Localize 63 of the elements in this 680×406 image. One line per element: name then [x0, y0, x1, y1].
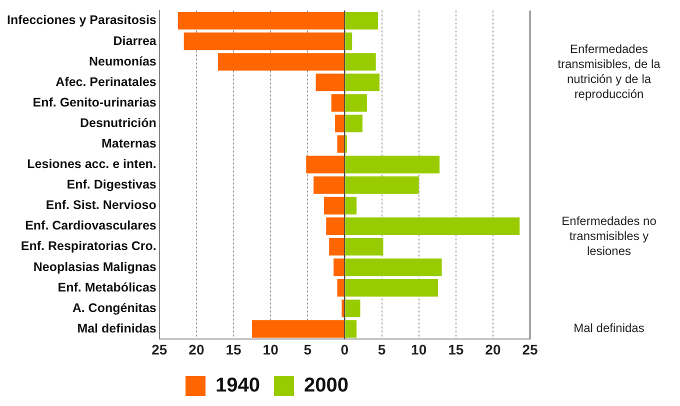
bar — [345, 94, 367, 112]
bar — [329, 238, 344, 256]
text: Mal definidas — [574, 321, 644, 336]
x-tick-label: 25 — [152, 341, 168, 358]
bar — [345, 74, 380, 92]
bar — [345, 12, 378, 30]
bar — [345, 53, 376, 71]
x-tick-label: 5 — [378, 341, 386, 358]
bar — [326, 217, 344, 235]
legend-label: 1940 — [216, 374, 260, 397]
y-tick-label: Enf. Digestivas — [66, 178, 156, 192]
bar — [184, 32, 344, 50]
bar — [306, 156, 344, 174]
bar — [314, 176, 344, 194]
y-tick-label: Lesiones acc. e inten. — [27, 157, 156, 172]
y-tick-label: Desnutrición — [80, 116, 156, 130]
bar — [345, 32, 352, 50]
bar — [345, 156, 440, 174]
y-tick-label: Afec. Perinatales — [56, 74, 156, 89]
bar — [335, 114, 344, 132]
bar — [345, 114, 362, 132]
y-tick-label: Enf. Respiratorias Cro. — [20, 239, 156, 254]
x-tick-label: 15 — [448, 341, 464, 358]
bar — [337, 135, 344, 153]
x-tick-label: 20 — [188, 341, 204, 358]
bar — [337, 279, 344, 297]
bar — [334, 258, 344, 276]
x-tick-label: 10 — [262, 341, 279, 358]
bar — [345, 320, 357, 338]
y-tick-label: Neumonías — [88, 54, 156, 68]
x-tick-label: 20 — [485, 341, 501, 358]
y-tick-label: Enf. Cardiovasculares — [25, 218, 156, 233]
x-tick-label: 25 — [522, 341, 538, 358]
bar — [218, 53, 344, 71]
y-tick-label: Diarrea — [113, 34, 158, 48]
x-tick-label: 5 — [304, 341, 312, 358]
legend-label: 2000 — [304, 374, 348, 397]
bar — [178, 12, 344, 30]
y-tick-label: Neoplasias Malignas — [33, 260, 156, 274]
bar — [345, 300, 360, 318]
bar — [331, 94, 344, 112]
x-tick-label: 15 — [226, 341, 242, 358]
y-tick-label: Maternas — [101, 136, 156, 150]
x-tick-label: 10 — [411, 341, 427, 358]
bar — [342, 300, 344, 318]
y-tick-label: Enf. Genito-urinarias — [32, 95, 156, 110]
x-tick-label: 0 — [340, 341, 349, 358]
text: Enfermedades transmisibles, de la nutrición y de la reproducción — [558, 42, 661, 101]
text: Enfermedades no transmisibles y lesiones — [562, 214, 657, 258]
bar — [316, 74, 344, 92]
bar — [345, 217, 520, 235]
y-tick-label: Mal definidas — [77, 321, 156, 336]
y-tick-label: A. Congénitas — [72, 300, 156, 315]
bar — [345, 279, 438, 297]
y-tick-label: Enf. Metabólicas — [58, 280, 156, 294]
bar — [345, 176, 419, 194]
bar — [345, 196, 357, 214]
bar — [345, 258, 442, 276]
bar — [345, 238, 384, 256]
y-tick-label: Infecciones y Parasitosis — [6, 13, 156, 28]
y-tick-label: Enf. Sist. Nervioso — [46, 198, 157, 212]
bar — [252, 320, 344, 338]
bar — [324, 196, 344, 214]
